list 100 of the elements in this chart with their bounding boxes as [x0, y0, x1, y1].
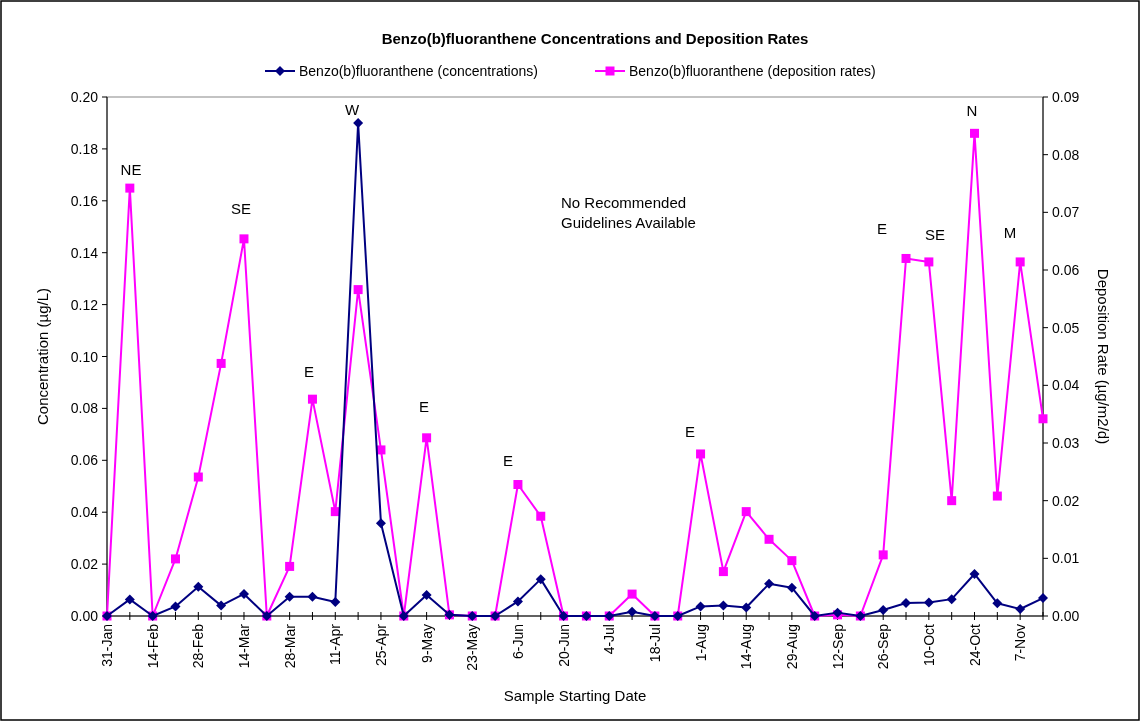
point — [992, 491, 1002, 501]
y-tick-label: 0.04 — [70, 504, 99, 521]
point — [764, 534, 774, 544]
point — [969, 568, 980, 579]
point — [878, 550, 888, 560]
point — [170, 601, 181, 612]
annotation: E — [303, 363, 315, 380]
point — [307, 394, 317, 404]
point — [353, 117, 364, 128]
annotation: N — [966, 102, 978, 119]
point — [216, 600, 227, 611]
point — [285, 561, 295, 571]
x-tick-label: 14-Aug — [738, 624, 755, 670]
point — [512, 596, 523, 607]
point — [946, 594, 957, 605]
y2-tick-label: 0.02 — [1052, 492, 1080, 509]
x-axis-title: Sample Starting Date — [503, 687, 647, 704]
x-tick-label: 1-Aug — [692, 624, 709, 662]
point — [878, 605, 889, 616]
x-tick-label: 18-Jul — [646, 624, 663, 663]
annotation: W — [344, 101, 360, 118]
point — [627, 606, 638, 617]
point — [513, 480, 523, 490]
y-tick-label: 0.10 — [70, 348, 99, 365]
y2-tick-label: 0.01 — [1052, 550, 1080, 567]
point — [535, 574, 546, 585]
point — [741, 602, 752, 613]
point — [421, 589, 432, 600]
point — [786, 582, 797, 593]
y-tick-label: 0.08 — [70, 400, 99, 417]
point — [696, 449, 706, 459]
x-tick-label: 20-Jun — [555, 624, 572, 667]
point — [125, 183, 135, 193]
point — [901, 253, 911, 263]
point — [923, 597, 934, 608]
x-tick-label: 28-Feb — [190, 623, 207, 669]
annotation: SE — [924, 226, 946, 243]
x-tick-label: 11-Apr — [327, 623, 344, 665]
point — [170, 554, 180, 564]
point — [718, 567, 728, 577]
point — [375, 518, 386, 529]
y-tick-label: 0.00 — [70, 608, 99, 624]
y-tick-label: 0.06 — [70, 452, 99, 469]
point — [238, 588, 249, 599]
y2-tick-label: 0.08 — [1052, 146, 1080, 163]
y2-tick-label: 0.06 — [1052, 262, 1080, 278]
y2-tick-label: 0.05 — [1052, 319, 1080, 336]
point — [536, 511, 546, 521]
point — [947, 496, 957, 506]
point — [718, 600, 729, 611]
point — [992, 598, 1003, 609]
point — [741, 507, 751, 517]
annotation: E — [684, 423, 696, 440]
x-tick-label: 12-Sep — [829, 623, 846, 670]
x-tick-label: 10-Oct — [920, 623, 937, 667]
annotation: SE — [230, 200, 252, 217]
point — [764, 578, 775, 589]
x-tick-label: 26-Sep — [875, 623, 892, 670]
y-tick-label: 0.02 — [70, 556, 99, 573]
annotation: No Recommended Guidelines Available — [561, 194, 696, 231]
point — [1038, 593, 1048, 604]
x-tick-label: 7-Nov — [1012, 624, 1029, 662]
point — [695, 601, 706, 612]
y-axis-title: Concentration (µg/L) — [34, 287, 51, 426]
x-tick-label: 25-Apr — [372, 623, 389, 667]
x-tick-label: 14-Mar — [235, 623, 252, 669]
point — [216, 358, 226, 368]
point — [970, 128, 980, 138]
annotation: NE — [120, 161, 142, 178]
y-tick-label: 0.20 — [70, 89, 99, 105]
point — [284, 591, 295, 602]
point — [422, 433, 432, 443]
chart-title: Benzo(b)fluoranthene Concentrations and Deposition Rates — [381, 30, 809, 47]
x-tick-label: 23-May — [464, 624, 481, 671]
point — [353, 285, 363, 295]
y2-tick-label: 0.03 — [1052, 435, 1080, 451]
annotation: M — [1003, 224, 1017, 241]
y-tick-label: 0.14 — [70, 244, 99, 261]
point — [924, 257, 934, 267]
x-tick-label: 9-May — [418, 624, 435, 663]
y-tick-label: 0.12 — [70, 296, 99, 313]
x-tick-label: 24-Oct — [966, 623, 983, 667]
point — [627, 589, 637, 599]
point — [124, 594, 135, 605]
point — [307, 591, 318, 602]
point — [239, 234, 249, 244]
annotation: E — [876, 220, 888, 237]
point — [901, 598, 912, 609]
y-tick-label: 0.16 — [70, 192, 99, 209]
y-tick-label: 0.18 — [70, 140, 99, 157]
x-tick-label: 31-Jan — [99, 624, 115, 667]
x-tick-label: 28-Mar — [281, 623, 298, 669]
point — [1015, 603, 1026, 614]
x-tick-label: 6-Jun — [509, 624, 526, 660]
x-tick-label: 14-Feb — [144, 623, 161, 669]
annotation: E — [502, 452, 514, 469]
point — [1038, 414, 1048, 424]
legend-label: Benzo(b)fluoranthene (deposition rates) — [629, 63, 876, 79]
y2-tick-label: 0.00 — [1052, 608, 1080, 624]
y2-axis-title: Deposition Rate (µg/m2/d) — [1095, 268, 1112, 445]
